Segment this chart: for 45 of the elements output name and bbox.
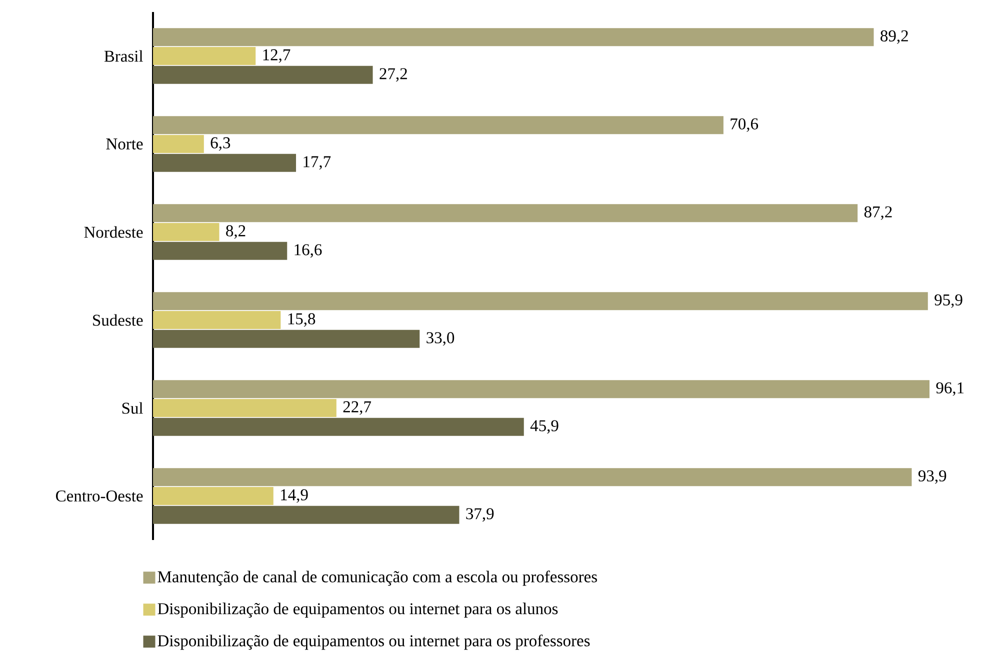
bar xyxy=(153,154,296,172)
bar xyxy=(153,292,928,310)
bar xyxy=(153,223,220,242)
bar xyxy=(153,47,256,66)
data-label: 33,0 xyxy=(426,332,454,346)
data-label: 89,2 xyxy=(880,30,908,44)
data-label: 27,2 xyxy=(380,68,407,82)
data-label: 12,7 xyxy=(263,49,290,63)
data-label: 96,1 xyxy=(936,382,964,396)
data-label: 95,9 xyxy=(934,294,962,308)
bar xyxy=(153,330,420,348)
data-label: 70,6 xyxy=(730,118,758,132)
y-tick-label: Norte xyxy=(106,138,143,150)
bar xyxy=(153,116,724,134)
bar xyxy=(153,204,858,222)
legend-label: Disponibilização de equipamentos ou internet para os alunos xyxy=(158,602,558,618)
data-label: 6,3 xyxy=(210,137,230,151)
y-tick-label: Brasil xyxy=(104,50,143,62)
y-tick-label: Sudeste xyxy=(93,314,143,326)
data-label: 87,2 xyxy=(864,206,892,220)
data-label: 93,9 xyxy=(918,470,946,484)
y-tick-label: Sul xyxy=(122,402,143,414)
bar xyxy=(153,468,912,486)
data-label: 22,7 xyxy=(343,401,372,415)
y-tick-label: Nordeste xyxy=(84,226,143,238)
bar xyxy=(153,28,874,46)
data-label: 45,9 xyxy=(530,420,558,434)
bar xyxy=(153,242,288,260)
legend-label: Manutenção de canal de comunicação com a escola ou professores xyxy=(158,570,597,586)
data-label: 17,7 xyxy=(304,156,331,170)
data-label: 8,2 xyxy=(226,225,246,239)
bar xyxy=(153,380,930,398)
data-label: 16,6 xyxy=(294,244,322,258)
bar xyxy=(153,399,336,418)
data-label: 14,9 xyxy=(281,489,308,503)
y-tick-label: Centro-Oeste xyxy=(56,490,143,502)
bar xyxy=(153,311,281,330)
bar xyxy=(153,135,204,154)
bar xyxy=(153,506,460,524)
data-label: 15,8 xyxy=(288,313,316,327)
bar xyxy=(153,66,373,84)
bar xyxy=(153,487,274,506)
bar xyxy=(153,418,524,436)
data-label: 37,9 xyxy=(466,508,494,522)
legend-label: Disponibilização de equipamentos ou internet para os professores xyxy=(158,634,590,650)
